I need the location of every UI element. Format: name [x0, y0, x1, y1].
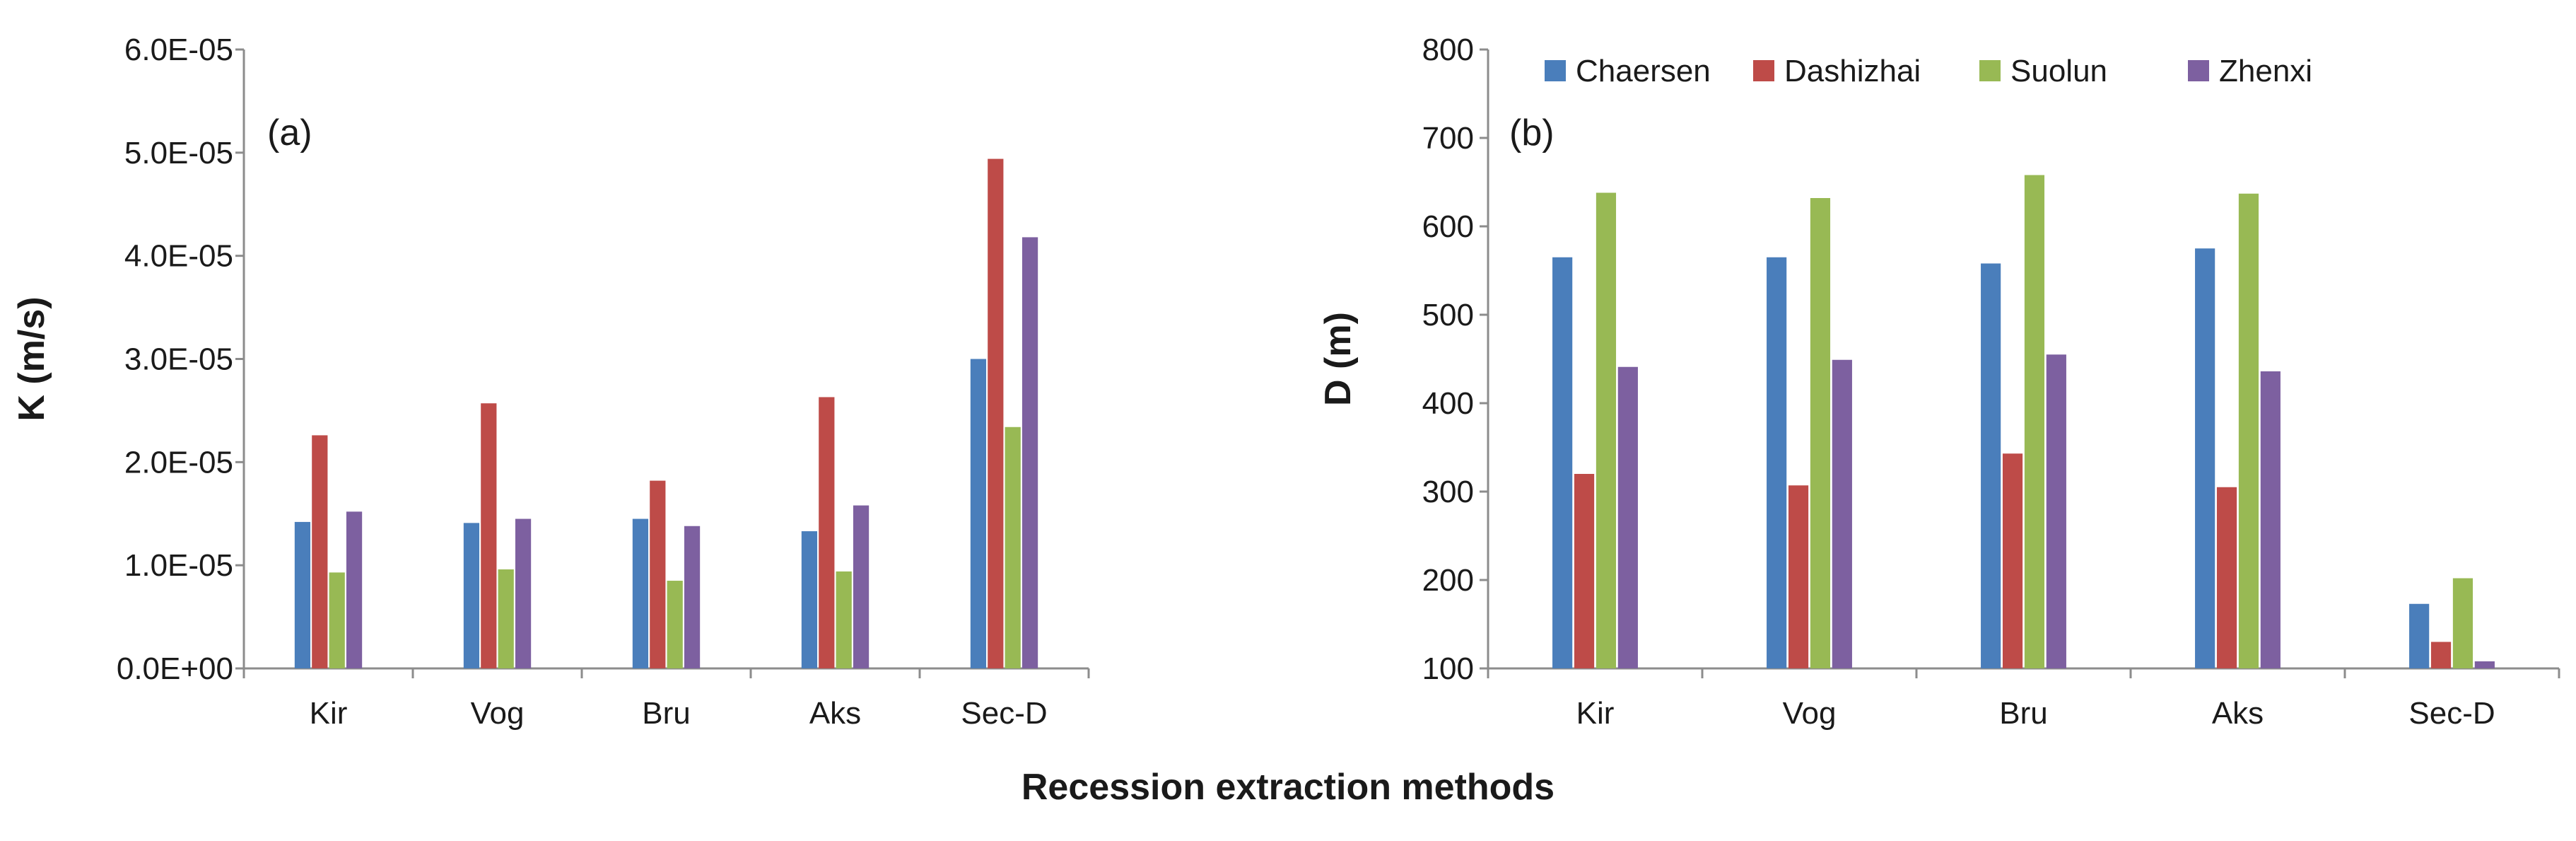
legend-label-dashizhai: Dashizhai — [1784, 54, 1921, 88]
bar-chaersen-bru — [1981, 263, 2001, 668]
y-tick-label: 5.0E-05 — [124, 136, 233, 170]
panel-label: (a) — [267, 112, 312, 153]
x-tick-label: Vog — [1783, 696, 1837, 731]
bar-zhenxi-vog — [1832, 359, 1852, 668]
bar-suolun-sec-d — [2452, 578, 2473, 668]
bar-zhenxi-sec-d — [1021, 237, 1038, 669]
y-axis-title: K (m/s) — [11, 296, 52, 421]
x-tick-label: Kir — [1576, 696, 1615, 731]
y-tick-label: 4.0E-05 — [124, 239, 233, 274]
legend-swatch-suolun — [1979, 60, 2001, 81]
y-axis-title: D (m) — [1318, 312, 1359, 406]
x-axis-title: Recession extraction methods — [1021, 767, 1555, 808]
bar-suolun-vog — [498, 569, 514, 668]
bar-chaersen-aks — [801, 531, 818, 668]
bar-zhenxi-aks — [853, 505, 870, 668]
x-tick-label: Aks — [2212, 696, 2264, 731]
bar-dashizhai-vog — [481, 403, 497, 668]
y-tick-label: 400 — [1422, 386, 1474, 421]
bar-chaersen-aks — [2195, 248, 2215, 668]
legend-swatch-chaersen — [1545, 60, 1566, 81]
bar-chaersen-sec-d — [2409, 603, 2430, 668]
bar-dashizhai-aks — [2216, 487, 2237, 668]
y-tick-label: 100 — [1422, 651, 1474, 686]
panel-a-chart: 0.0E+00 1.0E-05 2.0E-05 3.0E-05 4.0E-05 5.0E-… — [11, 33, 1090, 731]
bar-chaersen-sec-d — [970, 359, 987, 668]
y-tick-label: 3.0E-05 — [124, 342, 233, 377]
y-tick-label: 700 — [1422, 121, 1474, 156]
y-tick-label: 600 — [1422, 209, 1474, 244]
y-tick-label: 2.0E-05 — [124, 445, 233, 480]
bar-dashizhai-kir — [1574, 474, 1595, 668]
bar-dashizhai-vog — [1788, 485, 1809, 668]
bar-suolun-kir — [1596, 192, 1617, 668]
legend-label-zhenxi: Zhenxi — [2219, 54, 2312, 88]
bar-zhenxi-bru — [684, 526, 701, 668]
bar-zhenxi-bru — [2046, 354, 2066, 668]
legend-swatch-zhenxi — [2188, 60, 2209, 81]
bar-chaersen-bru — [632, 518, 649, 668]
bar-suolun-vog — [1810, 198, 1831, 668]
x-tick-label: Kir — [310, 696, 348, 731]
x-tick-label: Sec-D — [2408, 696, 2495, 731]
y-tick-label: 800 — [1422, 33, 1474, 67]
bar-dashizhai-sec-d — [2430, 642, 2452, 668]
bar-suolun-bru — [667, 581, 683, 668]
x-tick-label: Vog — [471, 696, 525, 731]
x-tick-label: Sec-D — [961, 696, 1047, 731]
bar-zhenxi-vog — [515, 518, 532, 668]
bar-chaersen-kir — [294, 521, 311, 668]
bar-suolun-aks — [836, 571, 852, 668]
y-tick-label: 6.0E-05 — [124, 33, 233, 67]
y-tick-label: 0.0E+00 — [117, 651, 233, 686]
bar-dashizhai-sec-d — [988, 158, 1004, 669]
bar-zhenxi-aks — [2260, 371, 2281, 668]
bar-suolun-bru — [2024, 175, 2045, 668]
bar-dashizhai-aks — [819, 397, 835, 668]
bar-suolun-aks — [2238, 193, 2259, 668]
bar-suolun-kir — [329, 572, 345, 668]
legend-swatch-dashizhai — [1753, 60, 1774, 81]
bar-zhenxi-sec-d — [2474, 661, 2495, 668]
bar-dashizhai-bru — [2002, 453, 2023, 668]
legend-label-suolun: Suolun — [2010, 54, 2107, 88]
y-tick-label: 300 — [1422, 475, 1474, 509]
y-tick-label: 1.0E-05 — [124, 548, 233, 583]
panel-label: (b) — [1509, 112, 1555, 153]
bar-dashizhai-bru — [650, 480, 666, 668]
y-tick-label: 200 — [1422, 563, 1474, 598]
bar-dashizhai-kir — [312, 435, 328, 668]
bar-zhenxi-kir — [1617, 366, 1638, 668]
bar-chaersen-vog — [1767, 257, 1787, 668]
bar-zhenxi-kir — [346, 511, 363, 668]
legend-label-chaersen: Chaersen — [1576, 54, 1711, 88]
x-tick-label: Aks — [809, 696, 861, 731]
panel-b-chart: 100 200 300 400 500 600 700 800 Kir Vog Bru Aks Sec-… — [1318, 33, 2560, 731]
bar-suolun-sec-d — [1005, 427, 1021, 668]
bar-chaersen-kir — [1552, 257, 1573, 668]
x-tick-label: Bru — [642, 696, 690, 731]
x-tick-label: Bru — [1999, 696, 2047, 731]
bar-chaersen-vog — [463, 523, 480, 668]
y-tick-label: 500 — [1422, 298, 1474, 332]
